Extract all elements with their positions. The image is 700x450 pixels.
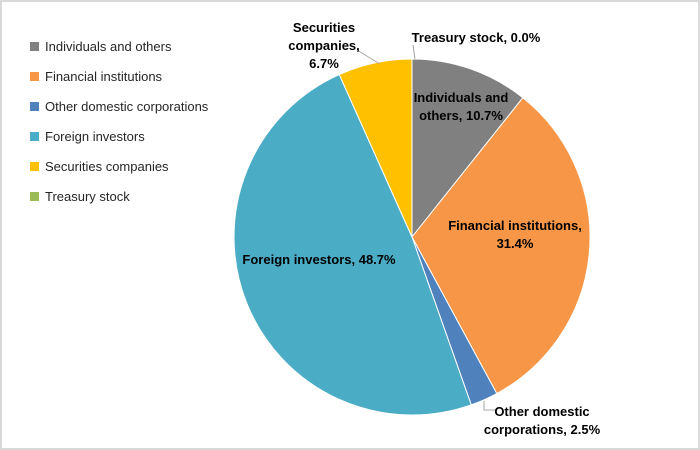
pie-slice-foreign-investors <box>233 73 472 416</box>
data-label-foreign-investors: Foreign investors, 48.7% <box>242 251 395 269</box>
legend-swatch-icon <box>30 132 39 141</box>
pie-slice-securities-companies <box>338 58 413 238</box>
legend-item-label: Individuals and others <box>45 39 172 54</box>
data-label-securities-companies: Securities companies, 6.7% <box>288 19 360 73</box>
legend-swatch-icon <box>30 192 39 201</box>
legend-item-label: Financial institutions <box>45 69 163 84</box>
legend-item-financial-institutions: Financial institutions <box>30 70 208 83</box>
data-label-line: Other domestic <box>494 404 590 419</box>
legend-swatch-icon <box>30 42 39 51</box>
legend-item-individuals-and-others: Individuals and others <box>30 40 208 53</box>
legend-swatch-icon <box>30 72 39 81</box>
legend-swatch-icon <box>30 102 39 111</box>
data-label-line: Individuals and <box>413 90 509 105</box>
legend-item-label: Foreign investors <box>45 129 145 144</box>
data-label-line: Financial institutions, <box>448 218 582 233</box>
data-label-individuals-and-others: Individuals and others, 10.7% <box>414 89 509 125</box>
legend-item-label: Treasury stock <box>45 189 130 204</box>
data-label-line: Treasury stock, 0.0% <box>411 30 541 45</box>
data-label-line: corporations, 2.5% <box>483 422 601 437</box>
data-label-line: Securities <box>292 20 356 35</box>
data-label-line: Foreign investors, 48.7% <box>242 252 396 267</box>
pie-slice-individuals-and-others <box>411 58 524 239</box>
data-label-line: companies, <box>288 38 360 53</box>
legend-item-treasury-stock: Treasury stock <box>30 190 208 203</box>
pie-slices <box>233 58 591 416</box>
data-label-line: 31.4% <box>496 236 534 251</box>
legend-item-other-domestic-corporations: Other domestic corporations <box>30 100 208 113</box>
legend: Individuals and others Financial institu… <box>30 40 208 220</box>
data-label-line: 6.7% <box>309 56 339 71</box>
legend-swatch-icon <box>30 162 39 171</box>
data-label-other-domestic-corporations: Other domestic corporations, 2.5% <box>484 403 600 439</box>
leader-lines <box>356 44 495 411</box>
data-label-treasury-stock: Treasury stock, 0.0% <box>412 29 541 47</box>
leader-line-other-domestic-corporations <box>483 401 495 411</box>
legend-item-label: Securities companies <box>45 159 169 174</box>
legend-item-foreign-investors: Foreign investors <box>30 130 208 143</box>
leader-line-treasury-stock <box>412 44 416 60</box>
data-label-financial-institutions: Financial institutions, 31.4% <box>448 217 582 253</box>
legend-item-label: Other domestic corporations <box>45 99 209 114</box>
data-label-line: others, 10.7% <box>419 108 503 123</box>
leader-line-securities-companies <box>356 49 381 65</box>
legend-item-securities-companies: Securities companies <box>30 160 208 173</box>
pie-slice-financial-institutions <box>411 97 591 395</box>
